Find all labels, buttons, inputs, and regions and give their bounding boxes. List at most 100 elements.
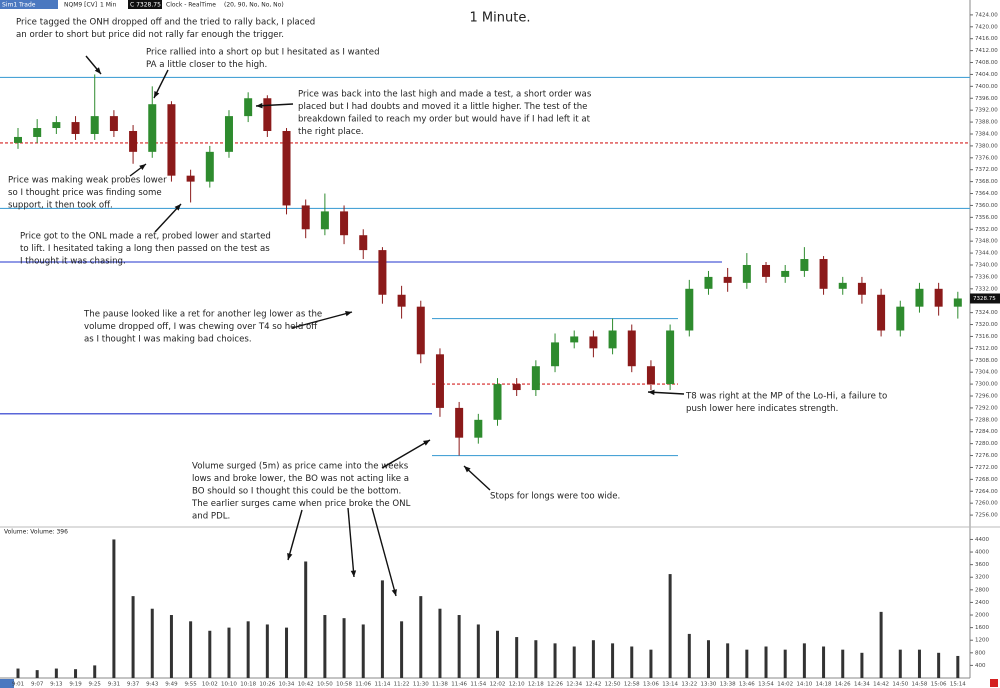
- volume-bar: [93, 665, 97, 678]
- y-tick-label: 4400: [975, 537, 989, 543]
- candle-body: [435, 354, 444, 408]
- candle-body: [531, 366, 540, 391]
- annotation: the right place.: [298, 127, 364, 137]
- x-tick-label: 12:58: [624, 682, 640, 688]
- y-tick-label: 7312.00: [975, 346, 998, 352]
- header-last: C 7328.75: [130, 2, 161, 9]
- annotation: an order to short but price did not rall…: [16, 30, 284, 40]
- candle-body: [14, 136, 22, 143]
- x-tick-label: 11:22: [394, 682, 410, 688]
- y-tick-label: 7384.00: [975, 131, 998, 137]
- volume-bar: [169, 615, 173, 678]
- volume-bar: [112, 539, 116, 678]
- y-tick-label: 7360.00: [975, 203, 998, 209]
- volume-bar: [419, 596, 423, 678]
- arrow-head: [256, 102, 263, 109]
- candle-body: [551, 342, 560, 367]
- arrow-head: [174, 204, 181, 211]
- volume-bar: [630, 646, 634, 678]
- annotation: Price was back into the last high and ma…: [298, 90, 592, 100]
- candle-body: [742, 264, 751, 283]
- y-tick-label: 7320.00: [975, 322, 998, 328]
- y-tick-label: 7352.00: [975, 227, 998, 233]
- volume-bar: [476, 624, 480, 678]
- y-tick-label: 7412.00: [975, 48, 998, 54]
- x-tick-label: 14:58: [912, 682, 928, 688]
- x-tick-label: 13:22: [681, 682, 697, 688]
- y-tick-label: 7340.00: [975, 262, 998, 268]
- candle-body: [877, 294, 886, 331]
- y-tick-label: 7332.00: [975, 286, 998, 292]
- y-tick-label: 7272.00: [975, 465, 998, 471]
- volume-bar: [783, 649, 787, 678]
- candle-body: [282, 131, 291, 206]
- candle-body: [512, 384, 521, 391]
- volume-bar: [937, 652, 941, 678]
- candle-body: [666, 330, 675, 385]
- annotation: volume dropped off, I was chewing over T…: [84, 322, 318, 332]
- annotation: breakdown failed to reach my order but w…: [298, 115, 591, 125]
- x-tick-label: 14:10: [796, 682, 812, 688]
- candle-body: [704, 276, 713, 289]
- x-tick-label: 11:54: [470, 682, 486, 688]
- candle-body: [244, 98, 253, 117]
- x-tick-label: 9:25: [89, 682, 102, 688]
- candle-body: [819, 259, 828, 289]
- annotation: Volume surged (5m) as price came into th…: [192, 462, 409, 472]
- annotation: and PDL.: [192, 512, 230, 522]
- y-tick-label: 4000: [975, 550, 989, 556]
- volume-bar: [591, 640, 595, 678]
- y-tick-label: 2000: [975, 613, 989, 619]
- volume-bar: [150, 608, 154, 678]
- y-tick-label: 2400: [975, 600, 989, 606]
- volume-bar: [438, 608, 442, 678]
- x-tick-label: 13:46: [739, 682, 755, 688]
- volume-bar: [726, 643, 730, 678]
- x-tick-label: 11:06: [355, 682, 371, 688]
- x-tick-label: 9:55: [184, 682, 197, 688]
- x-tick-label: 13:14: [662, 682, 678, 688]
- x-tick-label: 9:07: [31, 682, 44, 688]
- y-tick-label: 7280.00: [975, 441, 998, 447]
- candle-body: [129, 131, 138, 152]
- x-tick-label: 10:34: [279, 682, 295, 688]
- arrow-head: [287, 553, 293, 560]
- candle-body: [455, 407, 464, 438]
- y-tick-label: 7348.00: [975, 239, 998, 245]
- x-tick-label: 14:50: [892, 682, 908, 688]
- volume-bar: [304, 561, 308, 678]
- y-tick-label: 7284.00: [975, 429, 998, 435]
- volume-bar: [668, 574, 672, 678]
- volume-bar: [496, 630, 499, 678]
- y-tick-label: 7408.00: [975, 60, 998, 66]
- volume-bar: [35, 670, 39, 678]
- annotation: support, it then took off.: [8, 201, 113, 211]
- x-tick-label: 13:54: [758, 682, 774, 688]
- y-tick-label: 7336.00: [975, 274, 998, 280]
- annotation: PA a little closer to the high.: [146, 60, 267, 70]
- candle-body: [570, 336, 579, 343]
- candle-body: [109, 116, 118, 132]
- candle-body: [148, 104, 157, 152]
- x-tick-label: 13:30: [701, 682, 717, 688]
- volume-bar: [687, 633, 691, 678]
- y-tick-label: 7316.00: [975, 334, 998, 340]
- volume-bar: [898, 649, 902, 678]
- annotation: as I thought I was making bad choices.: [84, 335, 252, 345]
- annotation: Price got to the ONL made a ret, probed …: [20, 232, 271, 242]
- candle-body: [857, 282, 866, 295]
- y-tick-label: 7364.00: [975, 191, 998, 197]
- annotation: Price tagged the ONH dropped off and the…: [16, 18, 315, 28]
- candle-body: [915, 288, 924, 307]
- y-tick-label: 7404.00: [975, 72, 998, 78]
- y-tick-label: 7300.00: [975, 382, 998, 388]
- annotation: Stops for longs were too wide.: [490, 492, 620, 502]
- volume-bar: [917, 649, 921, 678]
- y-tick-label: 7356.00: [975, 215, 998, 221]
- annotation: Price rallied into a short op but I hesi…: [146, 48, 380, 58]
- candle-body: [378, 250, 387, 295]
- y-tick-label: 7372.00: [975, 167, 998, 173]
- volume-bar: [745, 649, 749, 678]
- y-tick-label: 7392.00: [975, 108, 998, 114]
